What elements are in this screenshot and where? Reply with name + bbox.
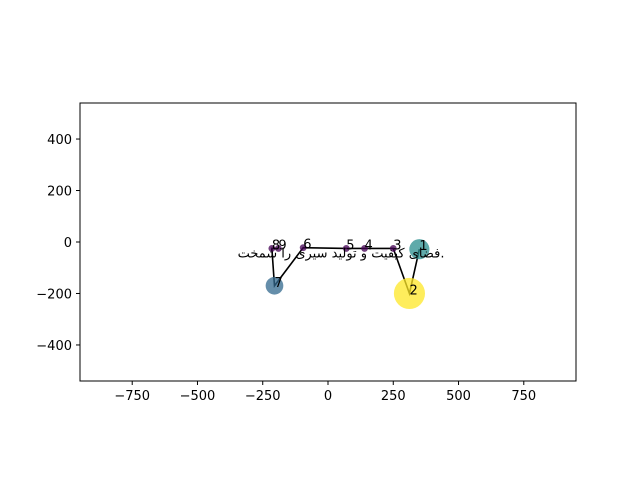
annotation-text: فضای کیفیت و تولید سیری را شمخت. [238,247,445,262]
point-label-6: 6 [303,238,311,253]
data-point-5 [342,245,350,252]
data-point-6 [299,244,307,252]
point-label-4: 4 [365,238,373,253]
data-points [265,239,430,310]
point-label-9: 9 [278,238,286,253]
y-tick-label: −400 [36,339,72,354]
data-point-1 [409,239,430,260]
data-point-4 [361,245,368,252]
x-tick-label: 500 [446,389,471,404]
data-point-7 [265,276,284,295]
data-point-9 [274,245,282,252]
y-tick-label: 0 [64,236,72,251]
data-point-3 [389,245,397,252]
point-label-1: 1 [419,239,427,254]
point-label-7: 7 [274,276,282,291]
point-label-2: 2 [409,283,417,298]
point-label-8: 8 [272,238,280,253]
x-tick-label: 750 [511,389,536,404]
x-tick-label: −250 [245,389,281,404]
point-label-3: 3 [393,238,401,253]
annotation-layer: فضای کیفیت و تولید سیری را شمخت. [238,247,445,262]
data-point-8 [268,245,276,252]
y-tick-label: 400 [47,133,72,148]
data-point-2 [393,277,426,310]
x-tick-label: 0 [324,389,332,404]
x-tick-label: 250 [381,389,406,404]
x-tick-label: −750 [114,389,150,404]
x-tick-label: −500 [180,389,216,404]
point-label-5: 5 [346,238,354,253]
plot-frame [79,102,577,382]
x-axis: −750 −500 −250 0 250 500 750 [114,381,536,404]
y-tick-label: −200 [36,287,72,302]
plot-area [79,102,577,382]
y-tick-label: 200 [47,185,72,200]
y-axis: 400 200 0 −200 −400 [36,133,80,354]
